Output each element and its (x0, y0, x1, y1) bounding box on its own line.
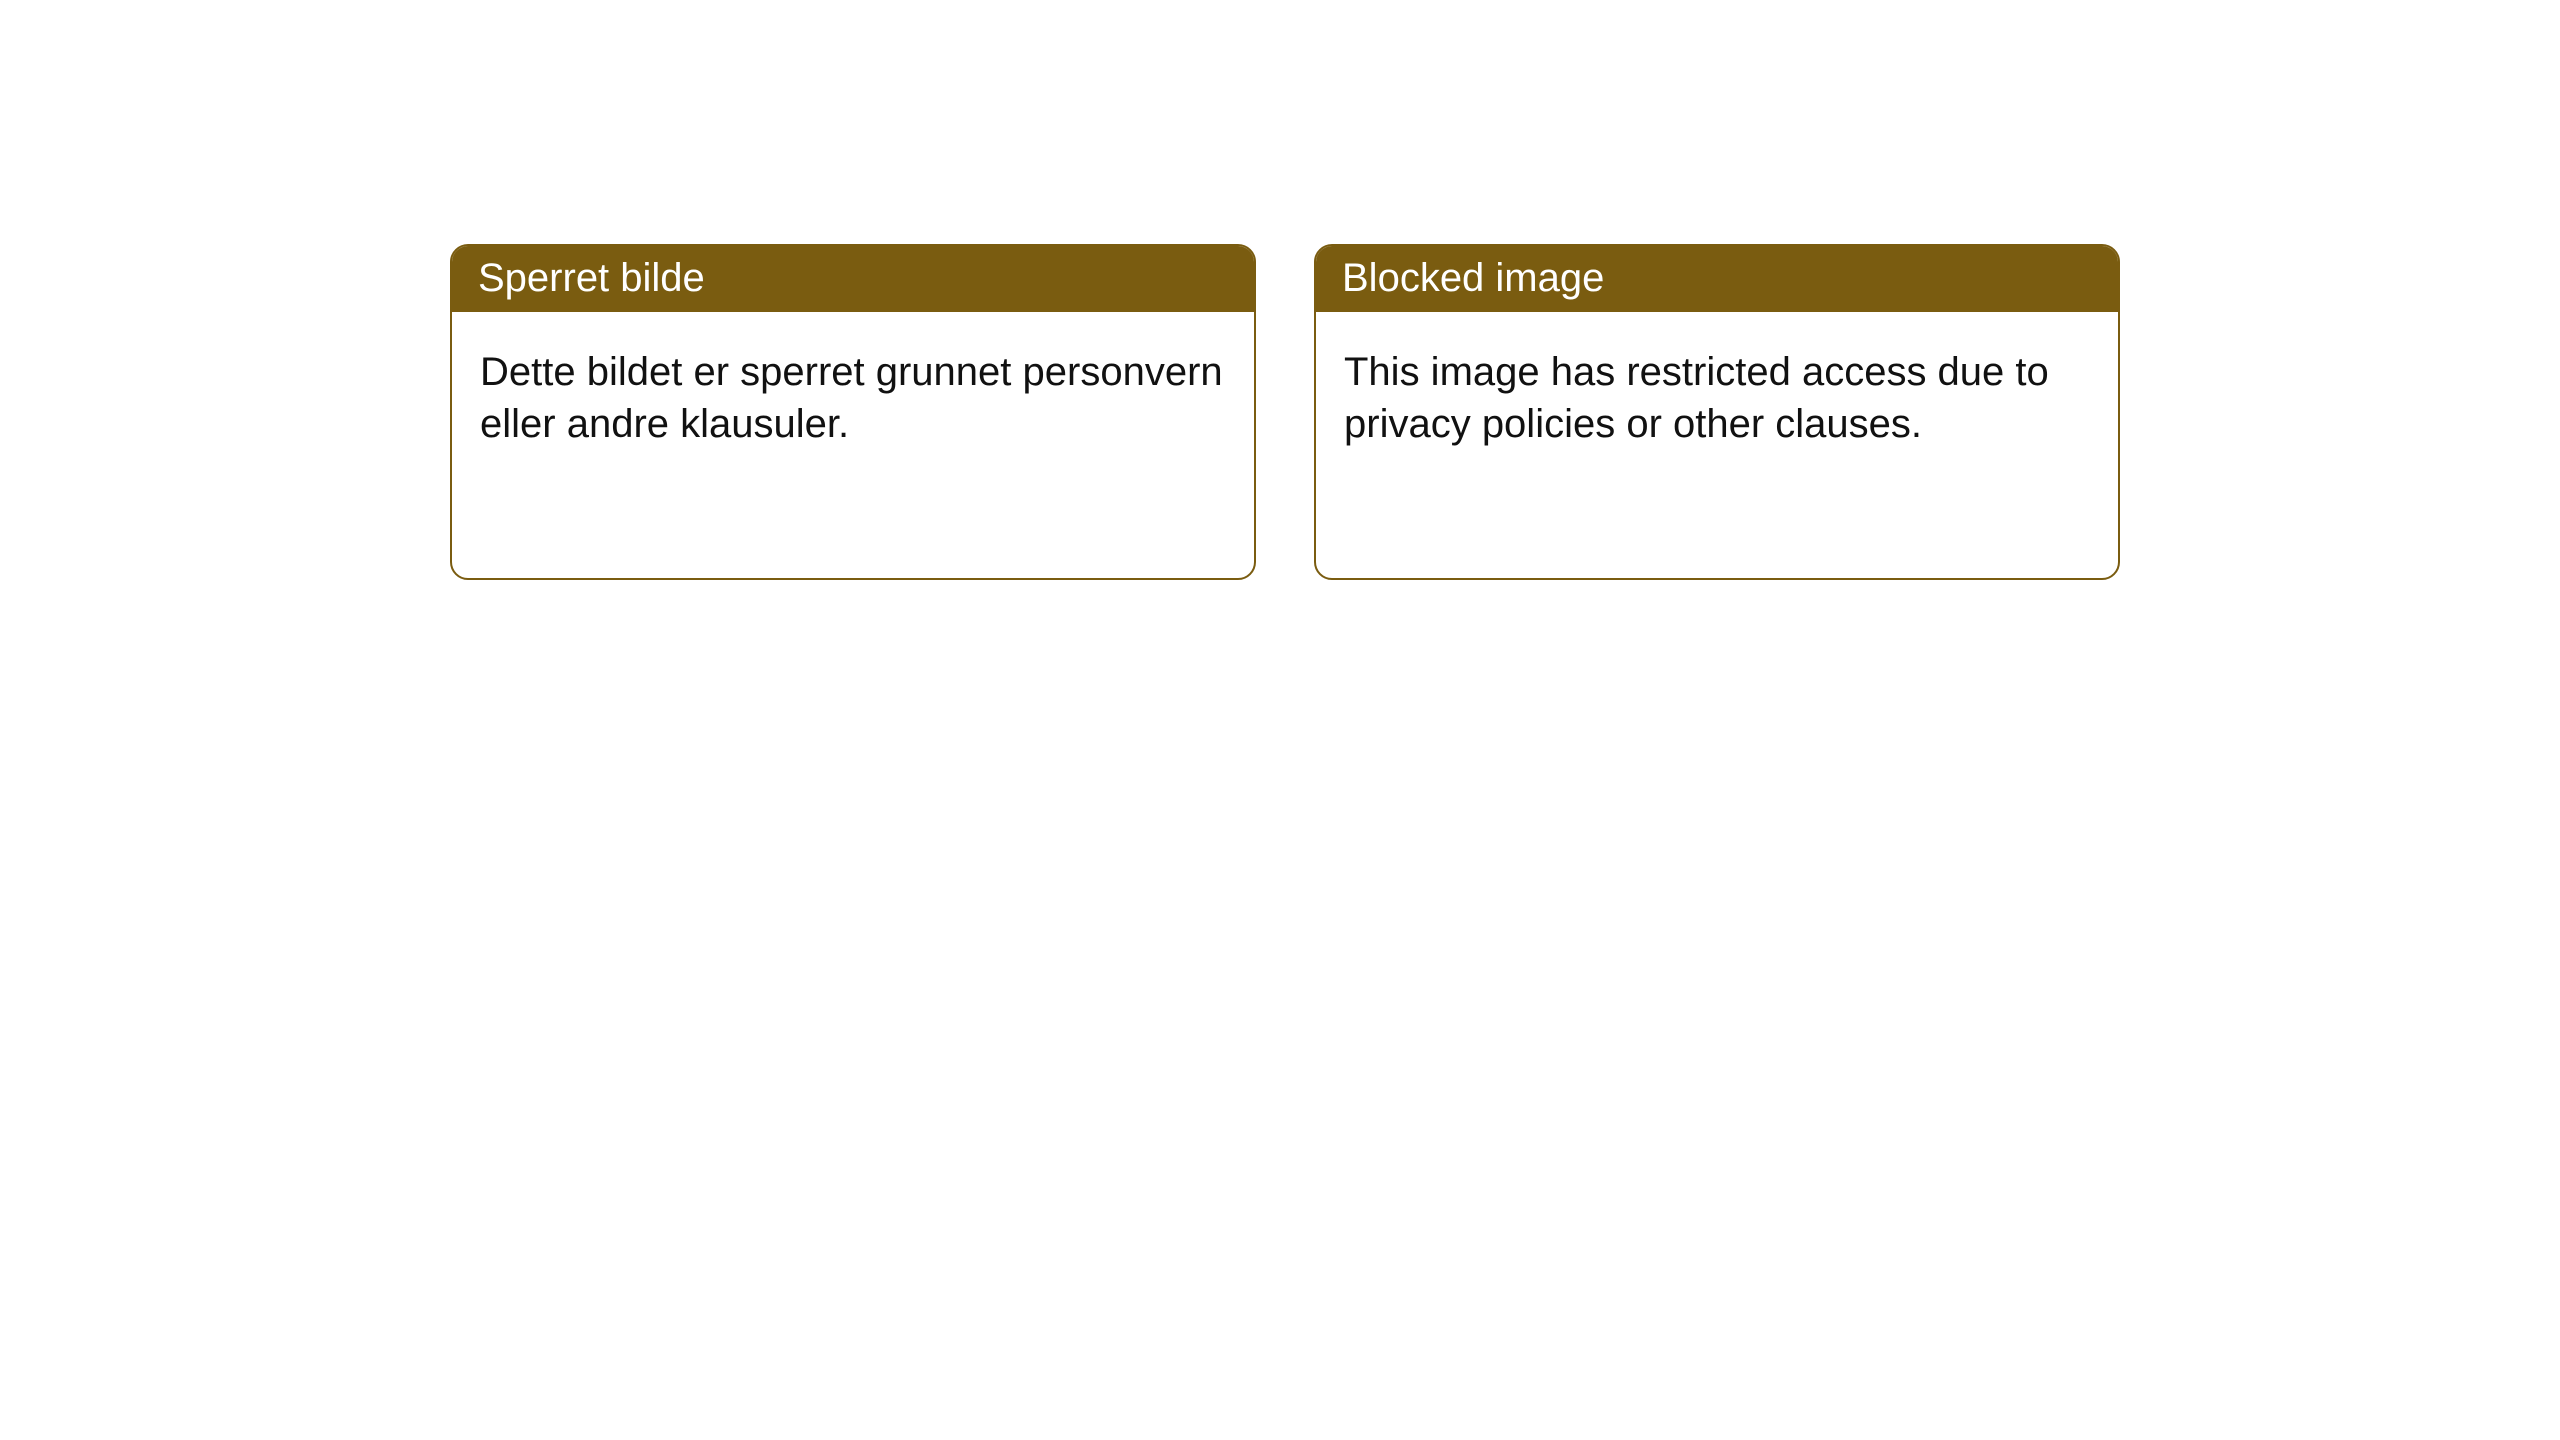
card-body-no: Dette bildet er sperret grunnet personve… (452, 312, 1254, 478)
card-message-en: This image has restricted access due to … (1344, 350, 2049, 446)
notice-container: Sperret bilde Dette bildet er sperret gr… (0, 0, 2560, 580)
card-header-en: Blocked image (1316, 246, 2118, 312)
card-body-en: This image has restricted access due to … (1316, 312, 2118, 478)
blocked-image-card-en: Blocked image This image has restricted … (1314, 244, 2120, 580)
blocked-image-card-no: Sperret bilde Dette bildet er sperret gr… (450, 244, 1256, 580)
card-header-no: Sperret bilde (452, 246, 1254, 312)
card-title-no: Sperret bilde (478, 256, 705, 300)
card-title-en: Blocked image (1342, 256, 1604, 300)
card-message-no: Dette bildet er sperret grunnet personve… (480, 350, 1223, 446)
